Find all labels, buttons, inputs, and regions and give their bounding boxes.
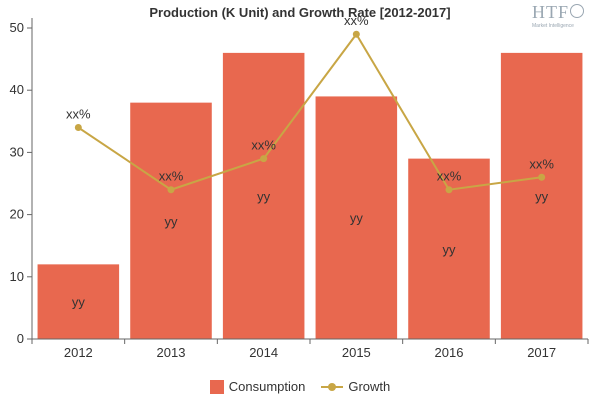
x-tick-label: 2017 bbox=[527, 345, 556, 360]
growth-data-label: xx% bbox=[251, 138, 276, 153]
legend-label-consumption: Consumption bbox=[228, 379, 306, 394]
growth-point bbox=[167, 186, 175, 194]
legend-item-growth[interactable]: Growth bbox=[321, 379, 390, 394]
growth-point bbox=[352, 30, 360, 38]
growth-point bbox=[260, 155, 268, 163]
chart-title: Production (K Unit) and Growth Rate [201… bbox=[149, 5, 451, 20]
x-tick-label: 2016 bbox=[435, 345, 464, 360]
bar-consumption bbox=[222, 52, 305, 339]
legend-label-growth: Growth bbox=[348, 379, 391, 394]
legend-swatch-consumption bbox=[209, 379, 224, 394]
y-tick-label: 20 bbox=[10, 207, 24, 222]
logo-subtext: Market Intelligence bbox=[532, 23, 574, 29]
bar-data-label: yy bbox=[72, 295, 86, 310]
growth-data-label: xx% bbox=[344, 13, 369, 28]
y-tick-label: 40 bbox=[10, 82, 24, 97]
legend: Consumption Growth bbox=[0, 379, 600, 394]
x-tick-label: 2013 bbox=[157, 345, 186, 360]
y-tick-label: 10 bbox=[10, 269, 24, 284]
globe-icon bbox=[570, 4, 584, 18]
bar-consumption bbox=[315, 96, 398, 339]
growth-data-label: xx% bbox=[159, 169, 184, 184]
growth-data-label: xx% bbox=[437, 169, 462, 184]
bar-data-label: yy bbox=[350, 211, 364, 226]
bar-data-label: yy bbox=[535, 189, 549, 204]
bar-data-label: yy bbox=[165, 214, 179, 229]
growth-point bbox=[445, 186, 453, 194]
y-tick-label: 30 bbox=[10, 144, 24, 159]
growth-point bbox=[74, 124, 82, 132]
legend-item-consumption[interactable]: Consumption bbox=[209, 379, 306, 394]
legend-line-growth bbox=[321, 380, 344, 394]
x-tick-label: 2014 bbox=[249, 345, 278, 360]
htf-logo: HTF Market Intelligence bbox=[530, 2, 592, 34]
logo-text: HTF bbox=[532, 2, 570, 22]
y-tick-label: 50 bbox=[10, 20, 24, 35]
growth-line bbox=[77, 32, 542, 191]
bar-data-label: yy bbox=[443, 242, 457, 257]
x-tick-label: 2015 bbox=[342, 345, 371, 360]
y-tick-label: 0 bbox=[17, 331, 24, 346]
growth-data-label: xx% bbox=[529, 156, 554, 171]
growth-data-label: xx% bbox=[66, 107, 91, 122]
x-tick-label: 2012 bbox=[64, 345, 93, 360]
growth-point bbox=[538, 173, 546, 181]
bar-data-label: yy bbox=[257, 189, 271, 204]
bar-consumption bbox=[37, 264, 120, 339]
bar-consumption bbox=[500, 52, 583, 339]
bar-consumption bbox=[130, 102, 212, 339]
